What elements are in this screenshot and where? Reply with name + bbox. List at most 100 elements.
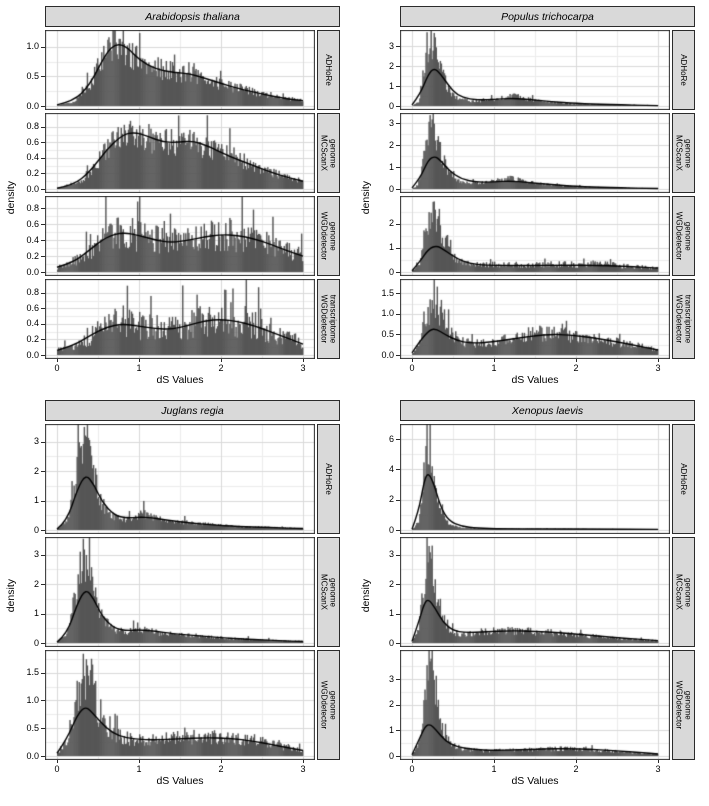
facet-row-wgddetector-transcriptome: 0.0 0.5 1.0 1.5 WGDdetector transcriptome <box>372 279 695 359</box>
y-tick-label: 2 <box>33 578 39 589</box>
y-tick-label: 3 <box>388 40 394 51</box>
y-axis-ticks: 0 1 2 3 <box>372 113 400 193</box>
y-tick-mark <box>41 208 45 210</box>
x-tick-mark <box>576 760 577 763</box>
facet-strip: WGDdetector genome <box>672 650 695 760</box>
facet-strip-line: WGDdetector <box>674 211 684 261</box>
y-tick-label: 6 <box>388 433 394 444</box>
x-tick-label: 1 <box>491 363 497 373</box>
y-tick-mark <box>41 672 45 674</box>
x-tick-mark <box>658 359 659 362</box>
y-tick-mark <box>41 728 45 730</box>
panel-main: Juglans regia 0 1 2 3 ADHoRe 0 1 2 3 MCScanX genome… <box>17 400 340 791</box>
facet-strip: ADHoRe <box>672 424 695 534</box>
y-axis-ticks: 0 1 2 <box>372 196 400 276</box>
y-tick-label: 1.0 <box>26 694 39 705</box>
y-tick-mark <box>41 106 45 107</box>
y-tick-mark <box>41 292 45 294</box>
panel-title-populus-trichocarpa: Populus trichocarpa <box>400 6 695 27</box>
plot-canvas-arabidopsis-thaliana-wgddetector-transcriptome <box>45 279 315 359</box>
facet-strip-line: transcriptome <box>683 294 693 344</box>
y-tick-mark <box>41 189 45 190</box>
facet-row-adhore: 0 1 2 3 ADHoRe <box>17 424 340 534</box>
y-tick-label: 0.0 <box>26 750 39 761</box>
facet-strip-line: WGDdetector <box>319 211 329 261</box>
y-axis-ticks: 0.0 0.5 1.0 1.5 <box>17 650 45 760</box>
x-tick-label: 3 <box>655 363 661 373</box>
plot-canvas-arabidopsis-thaliana-wgddetector-genome <box>45 196 315 276</box>
y-axis-label: density <box>4 578 17 613</box>
y-tick-mark <box>396 145 400 147</box>
y-tick-label: 3 <box>33 436 39 447</box>
x-axis: 0 1 2 3 <box>400 359 670 374</box>
y-tick-label: 0.6 <box>26 218 39 229</box>
y-tick-mark <box>396 106 400 107</box>
x-tick-label: 2 <box>218 764 224 774</box>
x-tick-label: 1 <box>491 764 497 774</box>
x-tick-mark <box>221 760 222 763</box>
y-tick-label: 2 <box>388 578 394 589</box>
facet-strip-line: genome <box>683 577 693 607</box>
y-axis-label-column: density <box>359 6 372 390</box>
facet-strip-text: ADHoRe <box>679 54 688 86</box>
y-axis-ticks: 0.0 0.5 1.0 <box>17 30 45 110</box>
facet-strip: WGDdetector genome <box>317 196 340 276</box>
plot-canvas-populus-trichocarpa-wgddetector-transcriptome <box>400 279 670 359</box>
y-tick-label: 0.4 <box>26 234 39 245</box>
facet-strip-text: ADHoRe <box>679 463 688 495</box>
facet-strip-line: MCScanX <box>674 134 684 172</box>
y-tick-label: 3 <box>388 549 394 560</box>
plot-canvas-populus-trichocarpa-wgddetector-genome <box>400 196 670 276</box>
facet-strip: ADHoRe <box>317 30 340 110</box>
x-tick-mark <box>303 359 304 362</box>
facet-row-adhore: 0 2 4 6 ADHoRe <box>372 424 695 534</box>
y-tick-mark <box>396 272 400 273</box>
facet-strip-text: ADHoRe <box>324 54 333 86</box>
panel-title-row: Juglans regia <box>45 400 340 421</box>
y-tick-mark <box>41 142 45 144</box>
y-axis-label-column: density <box>359 400 372 791</box>
y-tick-label: 0 <box>388 637 394 648</box>
y-tick-mark <box>41 441 45 443</box>
y-tick-mark <box>41 500 45 502</box>
y-tick-label: 0 <box>388 183 394 194</box>
y-tick-label: 0.5 <box>26 70 39 81</box>
facet-row-wgddetector-genome: 0 1 2 3 WGDdetector genome <box>372 650 695 760</box>
facet-strip: MCScanX genome <box>317 113 340 193</box>
facet-strip-text: WGDdetector transcriptome <box>320 295 338 343</box>
facet-strip-line: transcriptome <box>328 294 338 344</box>
y-axis-ticks: 0 1 2 3 <box>17 537 45 647</box>
y-axis-ticks: 0.0 0.5 1.0 1.5 <box>372 279 400 359</box>
x-axis: 0 1 2 3 <box>45 359 315 374</box>
y-axis-label: density <box>359 181 372 215</box>
x-tick-mark <box>221 359 222 362</box>
y-tick-label: 0.4 <box>26 318 39 329</box>
facet-strip-line: MCScanX <box>319 573 329 611</box>
y-tick-label: 1.5 <box>381 287 394 298</box>
facet-row-wgddetector-genome: 0 1 2 WGDdetector genome <box>372 196 695 276</box>
x-axis: 0 1 2 3 <box>45 760 315 775</box>
y-tick-label: 0 <box>388 100 394 111</box>
y-tick-mark <box>396 123 400 125</box>
facet-strip-line: genome <box>328 577 338 607</box>
facet-strip: ADHoRe <box>317 424 340 534</box>
facet-strip: WGDdetector transcriptome <box>317 279 340 359</box>
plot-canvas-juglans-regia-adhore <box>45 424 315 534</box>
y-tick-label: 1 <box>388 608 394 619</box>
y-tick-mark <box>396 46 400 47</box>
facet-row-mcscanx-genome: 0 1 2 3 MCScanX genome <box>17 537 340 647</box>
panel-xenopus-laevis: density Xenopus laevis 0 2 4 6 ADHoRe 0 1 2 3 MCSca… <box>359 400 695 791</box>
facet-row-mcscanx-genome: 0 1 2 3 MCScanX genome <box>372 537 695 647</box>
y-tick-label: 0.8 <box>26 202 39 213</box>
y-tick-mark <box>396 530 400 531</box>
x-tick-mark <box>57 359 58 362</box>
plot-canvas-xenopus-laevis-mcscanx-genome <box>400 537 670 647</box>
y-tick-mark <box>41 530 45 531</box>
facet-row-mcscanx-genome: 0.0 0.2 0.4 0.6 0.8 MCScanX genome <box>17 113 340 193</box>
x-tick-label: 0 <box>409 764 415 774</box>
facet-strip: MCScanX genome <box>672 537 695 647</box>
y-tick-label: 0 <box>388 266 394 277</box>
facet-strip-text: MCScanX genome <box>320 135 338 171</box>
x-tick-label: 0 <box>54 764 60 774</box>
y-tick-mark <box>41 339 45 341</box>
